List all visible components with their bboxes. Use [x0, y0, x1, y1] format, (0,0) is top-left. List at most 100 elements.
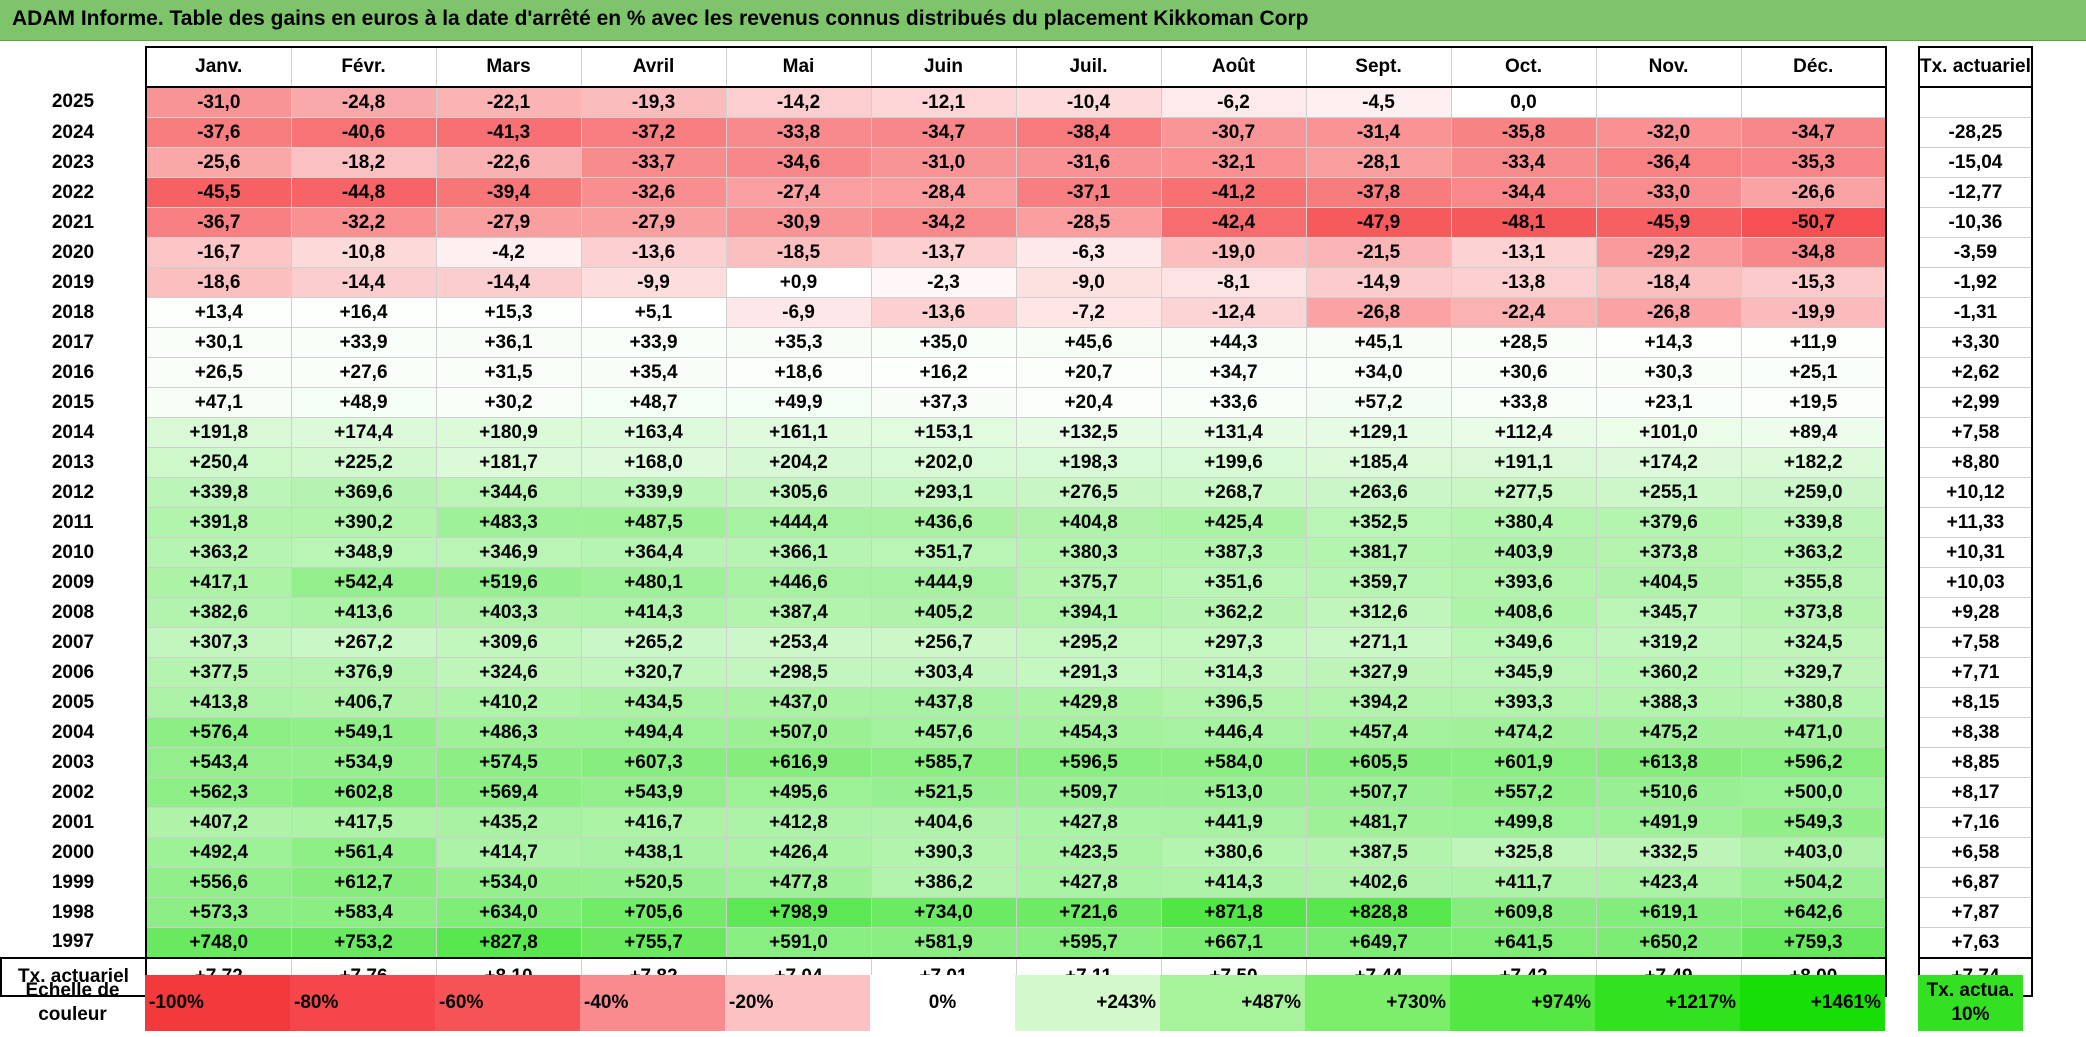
value-cell: +403,0	[1740, 837, 1887, 868]
value-cell: -10,4	[1015, 86, 1162, 118]
value-cell: +33,8	[1450, 387, 1597, 418]
value-cell: +312,6	[1305, 597, 1452, 628]
value-cell: -16,7	[145, 237, 292, 268]
tx-value: -15,04	[1918, 147, 2033, 178]
value-cell: +519,6	[435, 567, 582, 598]
value-cell: +561,4	[290, 837, 437, 868]
value-cell: -30,9	[725, 207, 872, 238]
value-cell: +268,7	[1160, 477, 1307, 508]
value-cell: -18,5	[725, 237, 872, 268]
value-cell: +435,2	[435, 807, 582, 838]
value-cell: -10,8	[290, 237, 437, 268]
value-cell: +425,4	[1160, 507, 1307, 538]
table-row: 2024 -37,6 -40,6 -41,3 -37,2 -33,8 -34,7 -38,4-…	[1, 117, 2033, 148]
value-cell: -34,8	[1740, 237, 1887, 268]
value-cell: +295,2	[1015, 627, 1162, 658]
value-cell: +380,6	[1160, 837, 1307, 868]
value-cell: -38,4	[1015, 117, 1162, 148]
year-label: 2013	[1, 447, 147, 478]
value-cell: -37,8	[1305, 177, 1452, 208]
value-cell: +359,7	[1305, 567, 1452, 598]
table-row: 2016 +26,5 +27,6 +31,5 +35,4 +18,6 +16,2 +20,7 +…	[1, 357, 2033, 388]
tx-value: +8,38	[1918, 717, 2033, 748]
legend-swatch: +1461%	[1740, 975, 1885, 1031]
tx-value: +11,33	[1918, 507, 2033, 538]
tx-value: +7,71	[1918, 657, 2033, 688]
value-cell: -37,1	[1015, 177, 1162, 208]
table-row: 2012 +339,8 +369,6 +344,6 +339,9 +305,6 +293,1…	[1, 477, 2033, 508]
value-cell: +543,9	[580, 777, 727, 808]
value-cell: +607,3	[580, 747, 727, 778]
tx-value: +6,87	[1918, 867, 2033, 898]
value-cell: +437,8	[870, 687, 1017, 718]
value-cell: +363,2	[145, 537, 292, 568]
value-cell: -13,6	[580, 237, 727, 268]
value-cell: +411,7	[1450, 867, 1597, 898]
value-cell: +410,2	[435, 687, 582, 718]
value-cell: -37,6	[145, 117, 292, 148]
month-header: Févr.	[290, 46, 437, 88]
table-row: 2009 +417,1 +542,4 +519,6 +480,1 +446,6 +444,9…	[1, 567, 2033, 598]
value-cell: -14,4	[290, 267, 437, 298]
year-label: 2023	[1, 147, 147, 178]
tx-value: +8,85	[1918, 747, 2033, 778]
value-cell: -36,7	[145, 207, 292, 238]
value-cell: +305,6	[725, 477, 872, 508]
value-cell: +37,3	[870, 387, 1017, 418]
month-header: Mai	[725, 46, 872, 88]
value-cell: +250,4	[145, 447, 292, 478]
value-cell: -33,0	[1595, 177, 1742, 208]
value-cell: -21,5	[1305, 237, 1452, 268]
year-label: 2025	[1, 87, 147, 118]
value-cell: -9,0	[1015, 267, 1162, 298]
value-cell: +569,4	[435, 777, 582, 808]
value-cell: +616,9	[725, 747, 872, 778]
value-cell: -6,2	[1160, 86, 1307, 118]
value-cell: -22,4	[1450, 297, 1597, 328]
value-cell: +755,7	[580, 927, 727, 959]
year-label: 2022	[1, 177, 147, 208]
value-cell: +705,6	[580, 897, 727, 928]
value-cell: +27,6	[290, 357, 437, 388]
value-cell: -39,4	[435, 177, 582, 208]
value-cell: +487,5	[580, 507, 727, 538]
value-cell: +293,1	[870, 477, 1017, 508]
value-cell: +549,3	[1740, 807, 1887, 838]
value-cell: +393,3	[1450, 687, 1597, 718]
table-row: 1997 +748,0 +753,2 +827,8 +755,7 +591,0 +581,9…	[1, 927, 2033, 959]
value-cell: +309,6	[435, 627, 582, 658]
value-cell: -32,6	[580, 177, 727, 208]
value-cell: +387,5	[1305, 837, 1452, 868]
value-cell: -13,6	[870, 297, 1017, 328]
value-cell: +23,1	[1595, 387, 1742, 418]
value-cell: +734,0	[870, 897, 1017, 928]
value-cell: +454,3	[1015, 717, 1162, 748]
value-cell: +871,8	[1160, 897, 1307, 928]
value-cell: -35,3	[1740, 147, 1887, 178]
value-cell: -26,6	[1740, 177, 1887, 208]
month-header: Déc.	[1740, 46, 1887, 88]
value-cell: +480,1	[580, 567, 727, 598]
year-label: 1999	[1, 867, 147, 898]
value-cell: +349,6	[1450, 627, 1597, 658]
value-cell: +180,9	[435, 417, 582, 448]
value-cell: +403,3	[435, 597, 582, 628]
month-header: Juil.	[1015, 46, 1162, 88]
year-label: 2001	[1, 807, 147, 838]
value-cell: -27,4	[725, 177, 872, 208]
value-cell: -7,2	[1015, 297, 1162, 328]
value-cell: +57,2	[1305, 387, 1452, 418]
value-cell: -48,1	[1450, 207, 1597, 238]
value-cell: +26,5	[145, 357, 292, 388]
year-label: 2018	[1, 297, 147, 328]
table-row: 2002 +562,3 +602,8 +569,4 +543,9 +495,6 +521,5…	[1, 777, 2033, 808]
tx-value: -1,31	[1918, 297, 2033, 328]
value-cell: +641,5	[1450, 927, 1597, 959]
legend-tx-swatch: Tx. actua. 10%	[1918, 975, 2023, 1031]
value-cell: +327,9	[1305, 657, 1452, 688]
value-cell: +393,6	[1450, 567, 1597, 598]
value-cell	[1740, 86, 1887, 118]
value-cell: +380,3	[1015, 537, 1162, 568]
value-cell: +346,9	[435, 537, 582, 568]
tx-value: +10,31	[1918, 537, 2033, 568]
